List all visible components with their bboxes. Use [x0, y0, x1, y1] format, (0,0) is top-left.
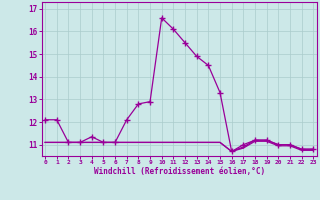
X-axis label: Windchill (Refroidissement éolien,°C): Windchill (Refroidissement éolien,°C)	[94, 167, 265, 176]
